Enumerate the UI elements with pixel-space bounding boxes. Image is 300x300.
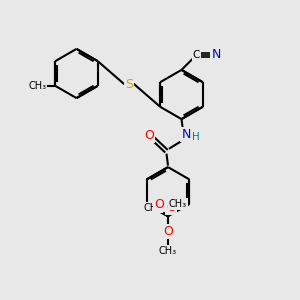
Text: H: H (192, 132, 200, 142)
Text: S: S (125, 77, 133, 91)
Text: C: C (193, 50, 200, 60)
Text: CH₃: CH₃ (144, 202, 162, 213)
Text: CH₃: CH₃ (28, 81, 46, 91)
Text: N: N (211, 49, 220, 62)
Text: O: O (163, 225, 173, 239)
Text: CH₃: CH₃ (159, 245, 177, 256)
Text: O: O (167, 201, 176, 214)
Text: O: O (154, 197, 164, 211)
Text: CH₃: CH₃ (169, 199, 187, 209)
Text: N: N (181, 128, 191, 141)
Text: O: O (145, 129, 154, 142)
